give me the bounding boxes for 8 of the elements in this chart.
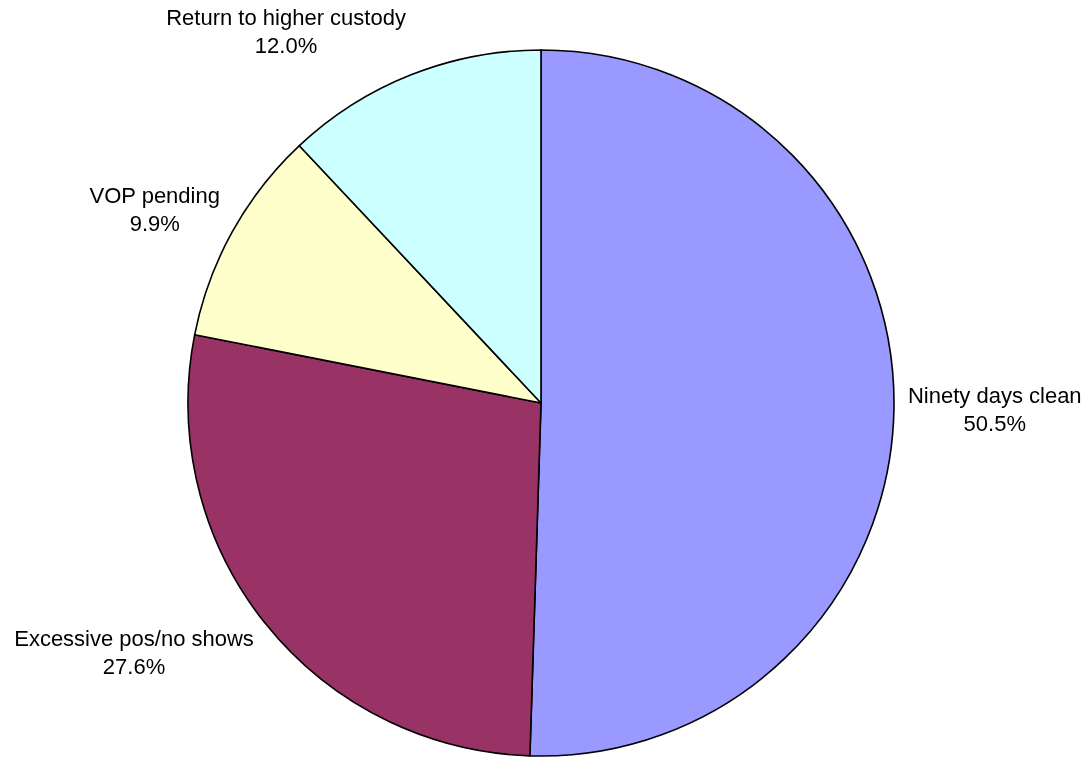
slice-label: Ninety days clean: [907, 383, 1082, 409]
data-label: 27.6%: [102, 654, 166, 680]
slice-label: Return to higher custody: [166, 4, 406, 30]
data-label: 12.0%: [254, 32, 318, 58]
data-label: 50.5%: [963, 411, 1026, 437]
slice-label: Excessive pos/no shows: [14, 626, 254, 652]
slice-label: VOP pending: [89, 182, 220, 208]
data-label: 9.9%: [129, 210, 180, 236]
